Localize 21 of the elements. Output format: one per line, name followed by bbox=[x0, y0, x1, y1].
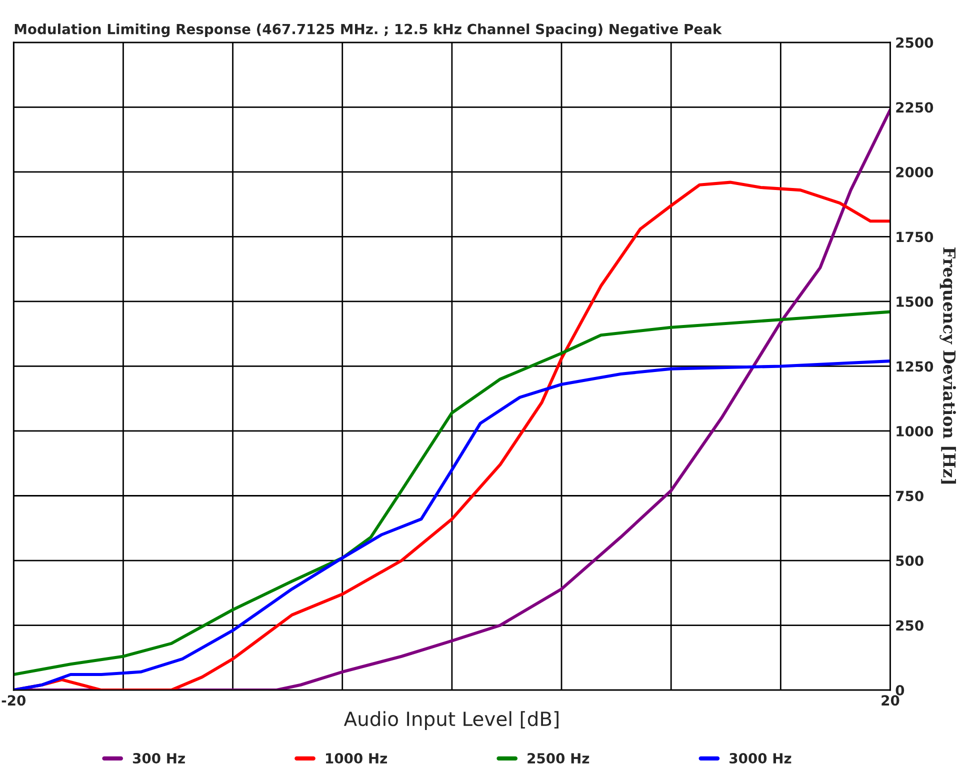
legend-label: 3000 Hz bbox=[730, 753, 792, 764]
y-axis-title: Frequency Deviation [Hz] bbox=[940, 248, 956, 484]
y-tick-label: 0 bbox=[896, 685, 904, 696]
y-tick-label: 2250 bbox=[896, 102, 934, 113]
x-tick-label: 20 bbox=[882, 695, 900, 706]
y-tick-label: 1750 bbox=[896, 232, 934, 242]
y-tick-label: 750 bbox=[896, 490, 924, 502]
y-tick-label: 2500 bbox=[896, 37, 934, 48]
x-tick-label: -20 bbox=[2, 695, 26, 706]
x-axis-title: Audio Input Level [dB] bbox=[344, 711, 558, 730]
y-tick-label: 1000 bbox=[896, 426, 934, 436]
legend-label: 2500 Hz bbox=[528, 753, 590, 764]
legend-label: 1000 Hz bbox=[326, 753, 387, 764]
y-tick-label: 2000 bbox=[896, 166, 934, 178]
chart-title: Modulation Limiting Response (467.7125 MHz. ; 12.5 kHz Channel Spacing) Negative Peak bbox=[14, 24, 722, 38]
legend-label: 300 Hz bbox=[132, 753, 185, 764]
y-tick-label: 1250 bbox=[896, 361, 934, 372]
y-tick-label: 1500 bbox=[896, 296, 934, 307]
y-tick-label: 500 bbox=[896, 555, 924, 566]
line-series bbox=[14, 310, 890, 676]
y-tick-label: 250 bbox=[896, 620, 924, 631]
